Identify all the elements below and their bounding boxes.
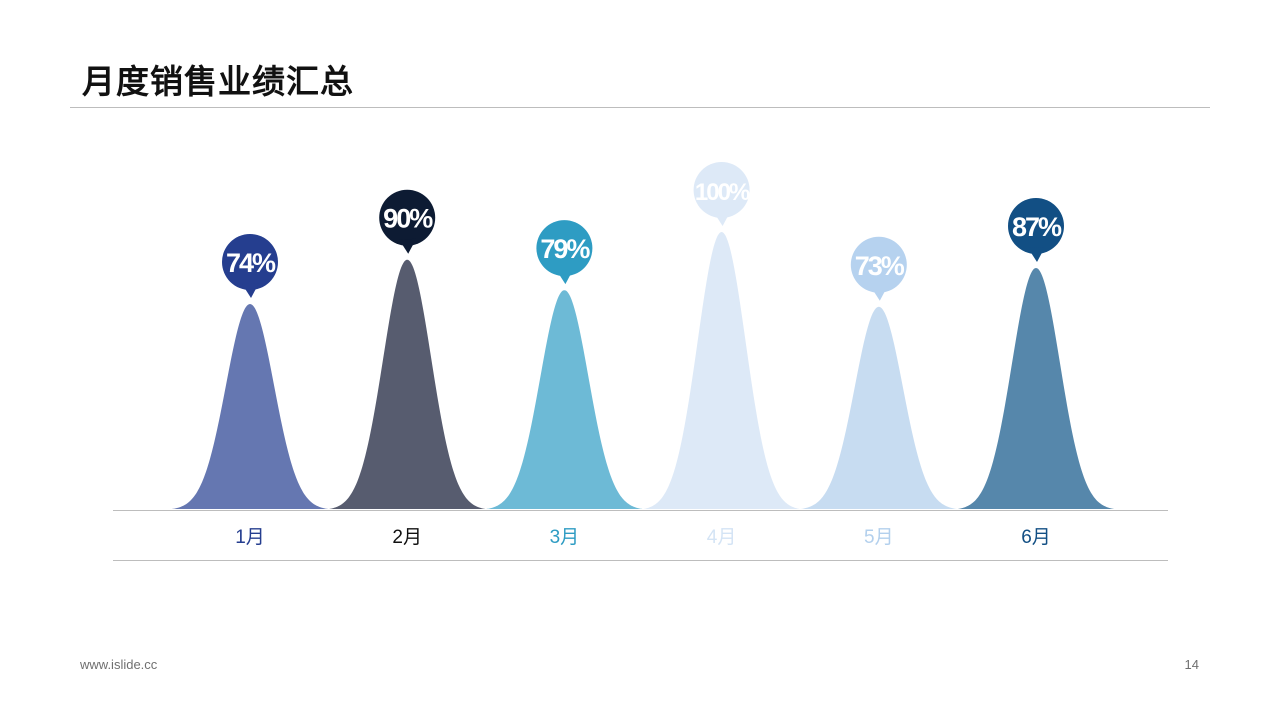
value-bubble-4: 100% <box>693 162 752 226</box>
category-label-1: 1月 <box>235 527 265 548</box>
value-bubble-1: 74% <box>222 234 278 299</box>
value-label-4: 100% <box>695 179 750 206</box>
page-number: 14 <box>1184 657 1199 672</box>
title-divider <box>70 107 1210 108</box>
category-label-5: 5月 <box>864 527 894 548</box>
value-label-3: 79% <box>540 234 590 264</box>
value-label-2: 90% <box>383 204 433 234</box>
bubbles-layer: 74% 90% 79% 100% 73% 87% <box>222 162 1064 301</box>
category-label-6: 6月 <box>1021 527 1051 548</box>
value-bubble-5: 73% <box>850 236 907 301</box>
peak-3 <box>486 290 643 509</box>
slide-title: 月度销售业绩汇总 <box>82 62 354 101</box>
value-bubble-3: 79% <box>536 220 592 285</box>
peak-4 <box>643 232 800 509</box>
value-label-6: 87% <box>1012 212 1062 242</box>
peak-5 <box>800 306 957 509</box>
category-label-2: 2月 <box>392 527 422 548</box>
peak-6 <box>958 268 1114 509</box>
peaks-layer <box>172 232 1114 509</box>
footer-url: www.islide.cc <box>80 657 158 672</box>
labels-layer: 1月 2月 3月 4月 5月 6月 <box>235 527 1051 548</box>
category-label-4: 4月 <box>707 527 737 548</box>
peak-1 <box>172 304 328 509</box>
peak-2 <box>329 259 486 509</box>
category-label-3: 3月 <box>550 527 580 548</box>
value-bubble-2: 90% <box>379 189 435 254</box>
value-bubble-6: 87% <box>1008 198 1064 263</box>
value-label-1: 74% <box>226 248 276 278</box>
value-label-5: 73% <box>855 251 905 281</box>
